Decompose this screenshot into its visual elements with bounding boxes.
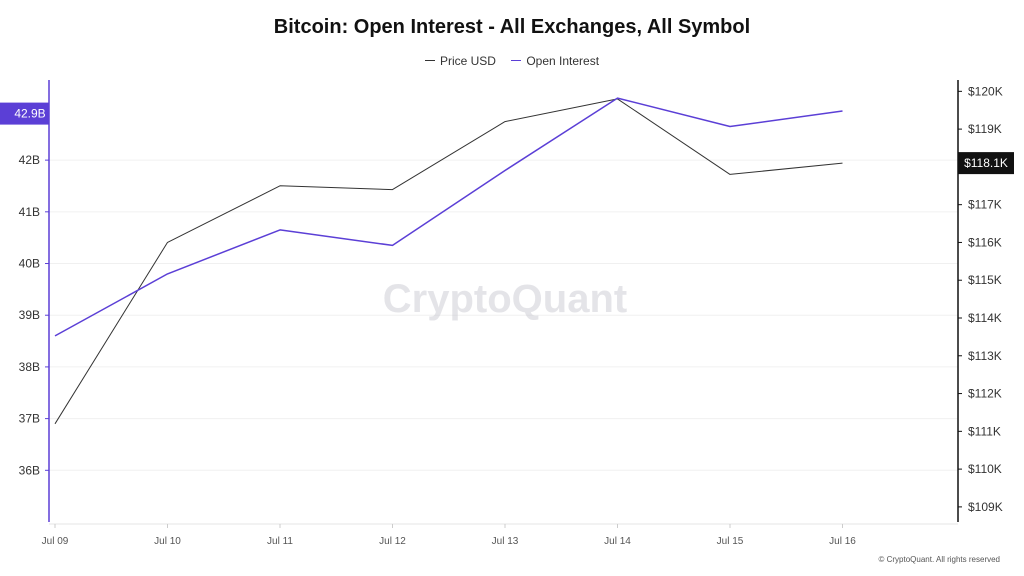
x-tick-label: Jul 14 bbox=[604, 536, 631, 547]
data-point[interactable] bbox=[53, 421, 58, 426]
left-tick-label: 38B bbox=[19, 360, 40, 374]
series bbox=[53, 96, 845, 426]
data-point[interactable] bbox=[840, 109, 845, 114]
right-tick-label: $119K bbox=[968, 122, 1002, 136]
legend-item-open-interest[interactable]: Open Interest bbox=[511, 54, 599, 68]
data-point[interactable] bbox=[278, 183, 283, 188]
x-tick-label: Jul 10 bbox=[154, 536, 181, 547]
legend-item-price[interactable]: Price USD bbox=[424, 53, 496, 68]
x-tick-label: Jul 16 bbox=[829, 536, 856, 547]
right-tick-label: $112K bbox=[968, 387, 1002, 401]
data-point[interactable] bbox=[728, 124, 733, 129]
chart-title: Bitcoin: Open Interest - All Exchanges, … bbox=[273, 16, 751, 38]
axis-labels: 36B 37B 38B 39B 40B 41B 42B $109K $110K $111K $112… bbox=[0, 84, 1014, 547]
right-tick-label: $115K bbox=[968, 273, 1002, 287]
current-oi-value: 42.9B bbox=[14, 107, 45, 121]
data-point[interactable] bbox=[503, 168, 508, 173]
data-point[interactable] bbox=[503, 119, 508, 124]
data-point[interactable] bbox=[615, 96, 620, 101]
left-tick-label: 41B bbox=[19, 205, 40, 219]
x-tick-label: Jul 13 bbox=[492, 536, 519, 547]
data-point[interactable] bbox=[165, 271, 170, 276]
data-point[interactable] bbox=[840, 161, 845, 166]
right-tick-label: $116K bbox=[968, 235, 1002, 249]
x-tick-label: Jul 12 bbox=[379, 536, 406, 547]
legend: Price USD Open Interest bbox=[0, 50, 1024, 68]
left-tick-label: 36B bbox=[19, 463, 40, 477]
left-tick-label: 37B bbox=[19, 412, 40, 426]
x-tick-label: Jul 15 bbox=[717, 536, 744, 547]
watermark: CryptoQuant bbox=[383, 277, 627, 321]
left-tick-label: 39B bbox=[19, 308, 40, 322]
right-tick-label: $114K bbox=[968, 311, 1002, 325]
data-point[interactable] bbox=[390, 187, 395, 192]
x-tick-label: Jul 09 bbox=[42, 536, 69, 547]
right-tick-label: $109K bbox=[968, 500, 1003, 514]
data-point[interactable] bbox=[278, 227, 283, 232]
right-tick-label: $117K bbox=[968, 198, 1002, 212]
series-line-open-interest[interactable] bbox=[54, 97, 843, 337]
data-point[interactable] bbox=[728, 172, 733, 177]
data-point[interactable] bbox=[390, 243, 395, 248]
legend-label-open-interest: Open Interest bbox=[526, 53, 600, 68]
right-tick-label: $111K bbox=[968, 424, 1001, 438]
series-line-price-usd[interactable] bbox=[54, 98, 843, 425]
grid bbox=[49, 159, 958, 471]
left-tick-label: 40B bbox=[19, 257, 40, 271]
data-point[interactable] bbox=[165, 240, 170, 245]
right-tick-label: $113K bbox=[968, 349, 1002, 363]
left-tick-label: 42B bbox=[19, 153, 40, 167]
x-tick-label: Jul 11 bbox=[267, 536, 293, 547]
current-price-badge bbox=[958, 152, 1014, 175]
legend-swatch-price bbox=[424, 60, 435, 61]
current-price-value: $118.1K bbox=[964, 156, 1008, 170]
copyright-notice: © CryptoQuant. All rights reserved bbox=[878, 555, 1001, 564]
right-tick-label: $120K bbox=[968, 84, 1003, 98]
legend-swatch-open-interest bbox=[511, 60, 522, 61]
right-tick-label: $110K bbox=[968, 462, 1002, 476]
current-oi-badge bbox=[0, 102, 49, 125]
legend-label-price: Price USD bbox=[439, 53, 496, 68]
data-point[interactable] bbox=[53, 333, 58, 338]
